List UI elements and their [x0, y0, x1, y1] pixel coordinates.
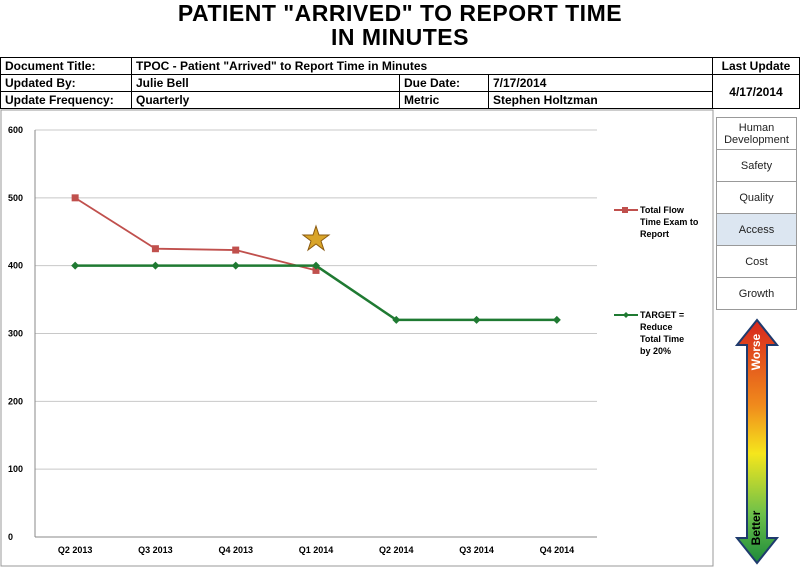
value: 7/17/2014: [488, 74, 713, 92]
marker: [472, 315, 481, 324]
x-tick-label: Q4 2013: [218, 545, 253, 555]
y-tick-label: 500: [8, 193, 23, 203]
label: Metric: [399, 91, 489, 109]
marker: [151, 245, 159, 253]
star: [301, 224, 331, 252]
category-box: Human Development: [716, 117, 797, 150]
category-box: Safety: [716, 149, 797, 182]
chart-frame: [0, 109, 714, 567]
x-tick-label: Q3 2013: [138, 545, 173, 555]
label: Document Title:: [0, 57, 132, 75]
legend-entry: Total Flow Time Exam to Report: [640, 205, 699, 239]
category-panel: Human Development Safety Quality Access Cost…: [716, 117, 797, 310]
y-tick-label: 400: [8, 261, 23, 271]
label: Updated By:: [0, 74, 132, 92]
value: Julie Bell: [131, 74, 400, 92]
info-table: Document Title: TPOC - Patient "Arrived"…: [0, 57, 800, 109]
legend-entry: TARGET = Reduce Total Time by 20%: [640, 310, 685, 356]
marker: [552, 315, 561, 324]
x-tick-label: Q4 2014: [540, 545, 575, 555]
label: Due Date:: [399, 74, 489, 92]
marker: [71, 194, 79, 202]
value: TPOC - Patient "Arrived" to Report Time …: [131, 57, 713, 75]
title-line: PATIENT "ARRIVED" TO REPORT TIME: [177, 0, 623, 26]
worse-label: Worse: [749, 333, 763, 370]
y-tick-label: 0: [8, 532, 13, 542]
marker: [392, 315, 401, 324]
series-line: [74, 197, 317, 272]
title-line: IN MINUTES: [331, 24, 469, 50]
category-box: Cost: [716, 245, 797, 278]
value: Stephen Holtzman: [488, 91, 713, 109]
x-tick-label: Q1 2014: [299, 545, 334, 555]
y-tick-label: 300: [8, 329, 23, 339]
marker: [232, 246, 240, 254]
scale-arrow: [734, 318, 780, 565]
label: Update Frequency:: [0, 91, 132, 109]
marker: [231, 261, 240, 270]
y-tick-label: 100: [8, 464, 23, 474]
value: 4/17/2014: [712, 74, 800, 109]
value: Quarterly: [131, 91, 400, 109]
category-box: Quality: [716, 181, 797, 214]
y-tick-label: 600: [8, 125, 23, 135]
y-tick-label: 200: [8, 396, 23, 406]
marker: [312, 266, 320, 274]
marker: [312, 261, 320, 270]
label: Last Update: [712, 57, 800, 75]
x-tick-label: Q2 2014: [379, 545, 414, 555]
x-tick-label: Q3 2014: [459, 545, 494, 555]
marker: [151, 261, 160, 270]
marker: [71, 261, 80, 270]
category-box: Access: [716, 213, 797, 246]
better-label: Better: [749, 510, 763, 545]
category-box: Growth: [716, 277, 797, 310]
x-tick-label: Q2 2013: [58, 545, 93, 555]
